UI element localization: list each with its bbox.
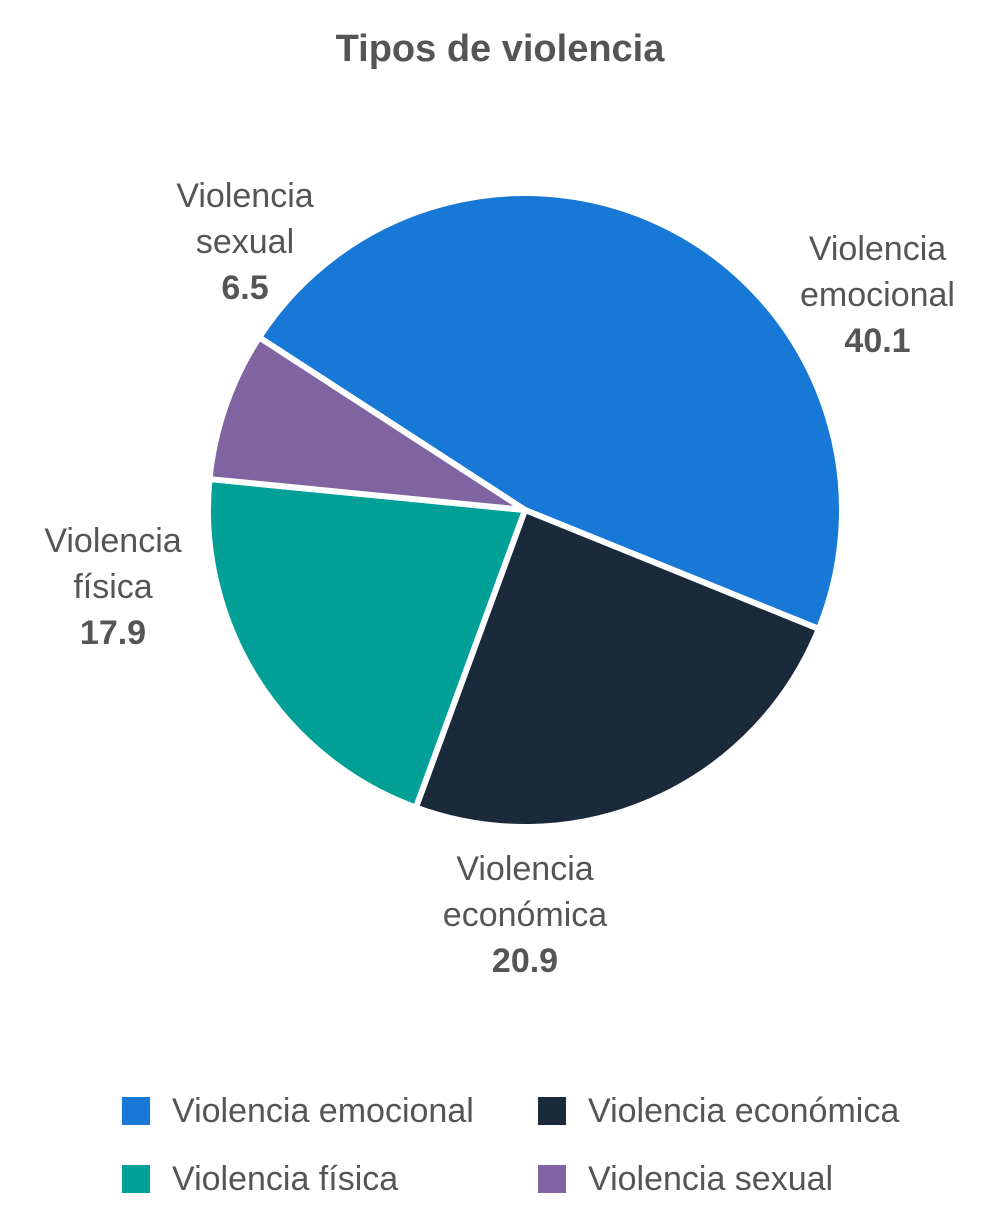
pie-slice-fisica — [205, 476, 528, 811]
slice-value-sexual: 6.5 — [221, 269, 269, 307]
slice-label-emocional-line2: emocional — [800, 276, 955, 314]
chart-title: Tipos de violencia — [335, 28, 665, 70]
slice-value-emocional: 40.1 — [844, 322, 911, 360]
slice-label-sexual-line2: sexual — [195, 223, 295, 261]
legend-item-sexual: Violencia sexual — [538, 1156, 833, 1202]
slice-label-sexual-line1: Violencia — [176, 177, 314, 215]
slice-label-emocional: Violencia emocional 40.1 — [790, 226, 965, 364]
slice-label-fisica: Violencia física 17.9 — [38, 518, 188, 656]
legend-label-sexual: Violencia sexual — [588, 1159, 834, 1198]
pie-slice-emocional — [256, 190, 845, 632]
legend-swatch-emocional — [122, 1097, 150, 1125]
slice-label-economica: Violencia económica 20.9 — [430, 846, 620, 984]
legend-swatch-economica — [538, 1097, 566, 1125]
slice-value-fisica: 17.9 — [79, 614, 147, 652]
slice-label-sexual: Violencia sexual 6.5 — [170, 173, 320, 311]
legend-item-economica: Violencia económica — [538, 1088, 899, 1134]
legend-swatch-fisica — [122, 1165, 150, 1193]
pie-slice-economica — [412, 507, 822, 830]
slice-label-economica-line2: económica — [442, 896, 608, 934]
legend-item-emocional: Violencia emocional — [122, 1088, 474, 1134]
legend-label-economica: Violencia económica — [588, 1091, 900, 1130]
pie-slice-sexual — [206, 334, 528, 513]
legend-item-fisica: Violencia física — [122, 1156, 398, 1202]
slice-label-economica-line1: Violencia — [456, 850, 594, 888]
legend-swatch-sexual — [538, 1165, 566, 1193]
legend-label-emocional: Violencia emocional — [172, 1091, 474, 1130]
slice-label-fisica-line2: física — [73, 568, 153, 606]
slice-value-economica: 20.9 — [491, 942, 559, 980]
slice-label-fisica-line1: Violencia — [44, 522, 182, 560]
legend-label-fisica: Violencia física — [172, 1159, 399, 1198]
slice-label-emocional-line1: Violencia — [808, 230, 947, 268]
